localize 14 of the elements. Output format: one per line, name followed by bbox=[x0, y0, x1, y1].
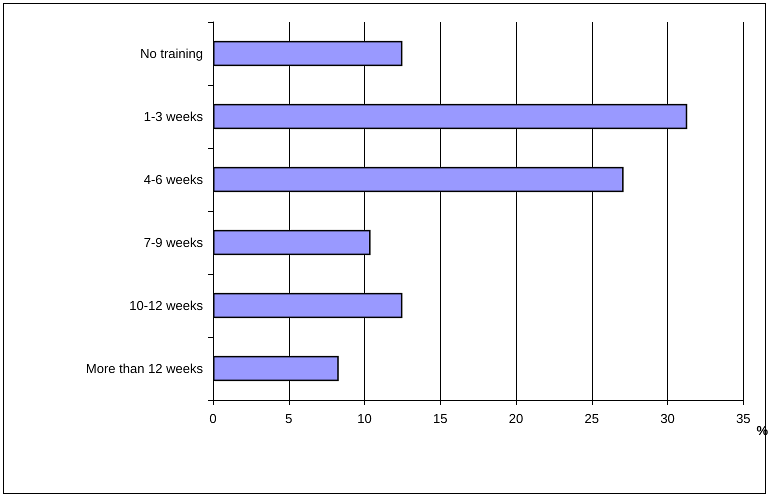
y-tick-label: 7-9 weeks bbox=[144, 235, 204, 250]
x-tick-label: 35 bbox=[736, 411, 751, 426]
x-tick-label: 20 bbox=[508, 411, 524, 426]
x-tick-label: 25 bbox=[584, 411, 600, 426]
y-tick-label: 1-3 weeks bbox=[144, 109, 204, 124]
x-tick-label: 10 bbox=[357, 411, 372, 426]
y-tick-label: No training bbox=[140, 46, 203, 61]
x-tick-label: 0 bbox=[209, 411, 217, 426]
x-tick-label: 15 bbox=[433, 411, 448, 426]
y-tick-label: 4-6 weeks bbox=[144, 172, 204, 187]
y-tick-label: More than 12 weeks bbox=[86, 361, 204, 376]
x-tick-label: 5 bbox=[285, 411, 292, 426]
x-tick-label: 30 bbox=[660, 411, 675, 426]
y-tick-label: 10-12 weeks bbox=[129, 298, 204, 313]
